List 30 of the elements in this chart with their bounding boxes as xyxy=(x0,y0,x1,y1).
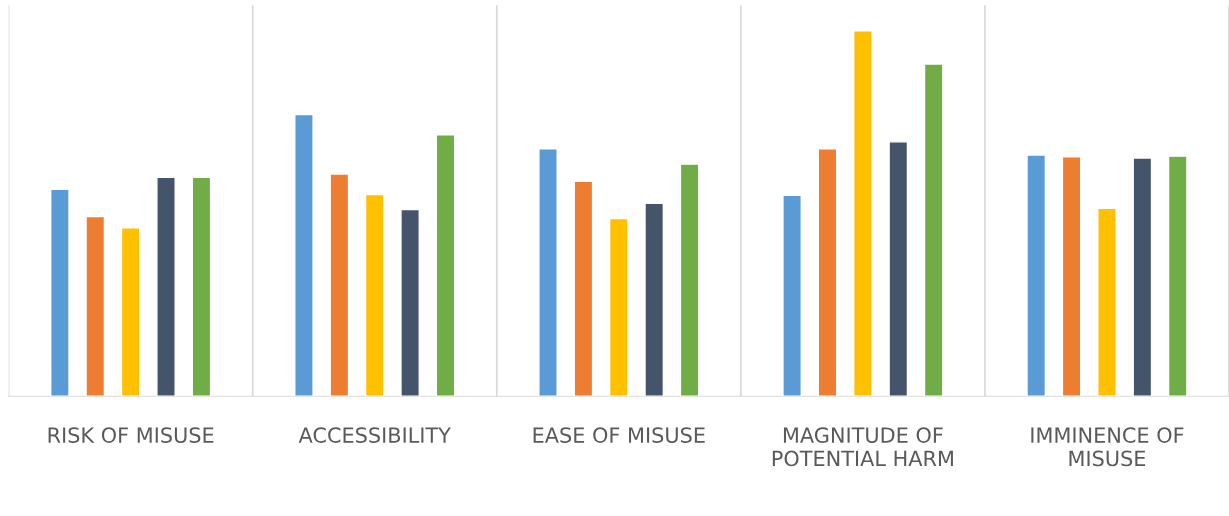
bar xyxy=(85,215,106,397)
bar xyxy=(1132,157,1153,397)
bar xyxy=(538,148,558,397)
bar xyxy=(1026,154,1047,397)
bar xyxy=(608,217,629,397)
bar xyxy=(679,163,700,397)
bar xyxy=(923,63,944,397)
bar xyxy=(853,30,873,397)
bar xyxy=(120,227,141,397)
x-tick-label: MAGNITUDE OF POTENTIAL HARM xyxy=(772,427,953,467)
bar xyxy=(329,173,350,397)
bar xyxy=(156,176,176,397)
bar xyxy=(817,148,838,397)
x-tick-label: ACCESSIBILITY xyxy=(298,427,451,443)
bar xyxy=(782,194,802,397)
bar xyxy=(50,188,70,397)
bar xyxy=(573,180,594,397)
bar xyxy=(294,113,314,397)
bar xyxy=(888,141,909,397)
bar xyxy=(400,208,420,397)
bar xyxy=(1061,156,1082,397)
x-tick-label: RISK OF MISUSE xyxy=(48,427,214,443)
bar xyxy=(364,193,385,397)
bar xyxy=(644,202,665,397)
bar xyxy=(1167,155,1188,397)
bar xyxy=(191,176,212,397)
x-tick-label: IMMINENCE OF MISUSE xyxy=(1031,427,1184,467)
bar xyxy=(1097,207,1117,397)
bar xyxy=(435,134,456,397)
x-tick-label: EASE OF MISUSE xyxy=(533,427,705,443)
